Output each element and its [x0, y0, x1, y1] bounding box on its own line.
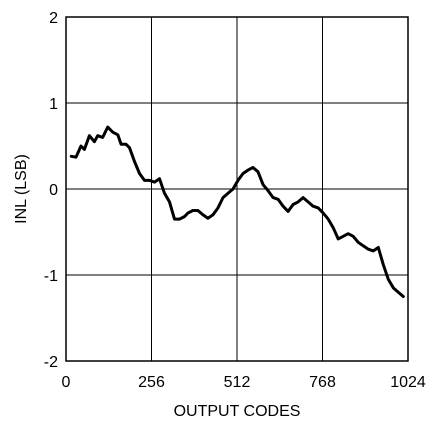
y-tick-label: 1	[49, 96, 58, 113]
x-tick-label: 256	[138, 374, 165, 391]
plot-frame	[65, 16, 409, 362]
y-tick-label: -2	[44, 354, 58, 371]
x-tick-labels: 0 256 512 768 1024	[62, 374, 426, 391]
y-tick-label: 2	[49, 10, 58, 27]
y-tick-label: -1	[44, 268, 58, 285]
y-tick-label: 0	[49, 182, 58, 199]
x-tick-label: 768	[309, 374, 336, 391]
x-tick-label: 0	[62, 374, 71, 391]
inl-series-line	[69, 125, 405, 298]
x-axis-title: OUTPUT CODES	[174, 403, 301, 420]
grid-lines	[65, 16, 409, 362]
y-axis-title: INL (LSB)	[13, 154, 30, 224]
x-tick-label: 512	[224, 374, 251, 391]
x-tick-label: 1024	[390, 374, 426, 391]
y-tick-labels: 2 1 0 -1 -2	[44, 10, 58, 371]
